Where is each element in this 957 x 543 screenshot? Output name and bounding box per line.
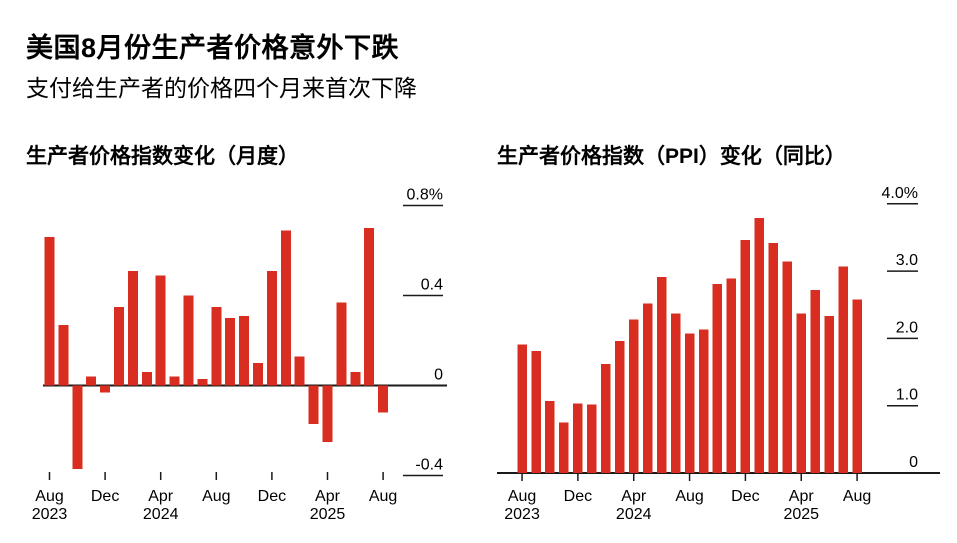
bar	[642, 303, 653, 473]
bar	[796, 313, 806, 473]
bar	[253, 363, 263, 386]
x-tick-month-label: Dec	[564, 488, 592, 505]
bar	[601, 363, 611, 473]
bar	[58, 324, 69, 386]
bar	[726, 278, 737, 473]
y-tick-label: -0.4	[415, 457, 443, 474]
y-tick-label: 0.4	[421, 277, 443, 294]
bar	[308, 385, 319, 424]
bar	[280, 230, 291, 386]
bar	[545, 400, 555, 473]
bar	[336, 302, 347, 386]
chart-yoy-title: 生产者价格指数（PPI）变化（同比）	[497, 145, 846, 169]
bar	[239, 315, 250, 386]
x-tick-year-label: 2023	[32, 506, 68, 523]
bar	[86, 376, 97, 386]
bar	[322, 385, 333, 442]
bar	[531, 351, 541, 473]
page-subtitle: 支付给生产者的价格四个月来首次下降	[26, 75, 417, 101]
bar	[127, 270, 138, 386]
bar	[782, 261, 793, 473]
bar	[754, 217, 765, 473]
x-tick-month-label: Aug	[369, 488, 397, 505]
x-tick-month-label: Aug	[675, 488, 703, 505]
bar	[684, 333, 695, 473]
x-tick-year-label: 2023	[504, 506, 540, 523]
y-tick-label: 4.0%	[882, 185, 918, 202]
x-tick-month-label: Aug	[843, 488, 871, 505]
bar	[628, 319, 639, 473]
bar	[183, 295, 194, 386]
bar	[810, 289, 820, 473]
x-tick-year-label: 2024	[616, 506, 652, 523]
bar	[155, 275, 166, 386]
chart-monthly-title: 生产者价格指数变化（月度）	[26, 145, 299, 169]
y-tick-label: 0	[434, 367, 443, 384]
bar	[559, 422, 569, 473]
bar	[824, 316, 834, 473]
y-tick-label: 0.8%	[407, 187, 443, 204]
y-tick-label: 2.0	[896, 319, 918, 336]
x-tick-year-label: 2025	[783, 506, 819, 523]
bar	[141, 372, 152, 386]
x-tick-year-label: 2024	[143, 506, 179, 523]
bar	[72, 385, 83, 469]
bar	[44, 237, 55, 386]
bar	[670, 313, 681, 473]
x-tick-month-label: Dec	[91, 488, 119, 505]
bar	[573, 403, 583, 473]
y-tick-label: 1.0	[896, 387, 918, 404]
bar	[740, 240, 751, 473]
x-tick-month-label: Apr	[315, 488, 341, 505]
bar	[698, 329, 709, 473]
x-tick-month-label: Apr	[148, 488, 174, 505]
bar	[587, 404, 597, 473]
x-tick-month-label: Aug	[202, 488, 230, 505]
page-title: 美国8月份生产者价格意外下跌	[26, 33, 400, 64]
x-tick-month-label: Aug	[508, 488, 536, 505]
bar	[378, 385, 389, 413]
bar	[768, 242, 779, 473]
bar	[364, 228, 375, 386]
bar	[169, 376, 180, 386]
bar	[517, 344, 527, 473]
bar	[350, 372, 361, 386]
bar	[225, 318, 236, 386]
bar	[615, 341, 625, 473]
y-tick-label: 3.0	[896, 252, 918, 269]
y-tick-label: 0	[909, 454, 918, 471]
x-tick-month-label: Apr	[789, 488, 815, 505]
x-tick-year-label: 2025	[310, 506, 346, 523]
bar	[266, 270, 277, 386]
x-tick-month-label: Dec	[731, 488, 759, 505]
bar	[294, 356, 305, 386]
x-tick-month-label: Aug	[35, 488, 63, 505]
bar	[838, 266, 848, 473]
bar	[197, 378, 208, 386]
bar	[211, 306, 222, 386]
bar	[656, 277, 667, 473]
x-tick-month-label: Dec	[258, 488, 286, 505]
x-tick-month-label: Apr	[621, 488, 647, 505]
bar	[100, 385, 111, 393]
bar	[852, 299, 862, 473]
bar	[712, 283, 723, 473]
bar	[114, 306, 124, 386]
